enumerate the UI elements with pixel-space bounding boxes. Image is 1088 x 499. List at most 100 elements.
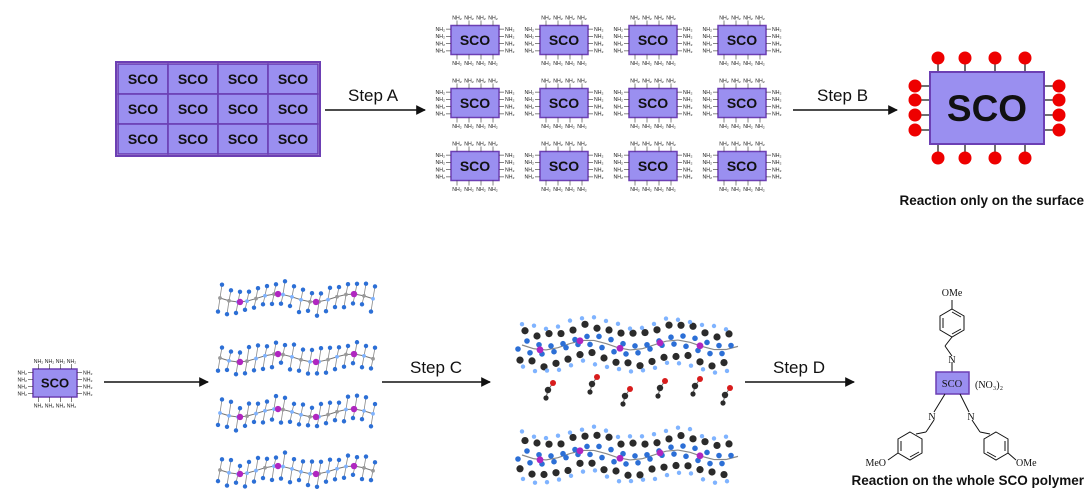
carbon-atom — [308, 359, 312, 364]
nitrogen-atom — [354, 340, 360, 345]
amine-label: NH₂ — [613, 34, 623, 40]
step-a-label: Step A — [348, 86, 399, 105]
nitrogen-atom — [704, 339, 710, 346]
nitrogen-atom — [724, 368, 730, 374]
nitrogen-atom — [699, 433, 705, 439]
iron-atom — [616, 344, 624, 352]
amine-label: NH₂ — [435, 27, 445, 33]
iron-atom — [350, 350, 358, 358]
amine-label: NH₂ — [613, 160, 623, 166]
nitrogen-atom — [368, 477, 374, 483]
carbon-atom — [708, 362, 716, 370]
solvent-molecule — [655, 378, 668, 399]
surface-red-dot — [1052, 79, 1066, 93]
carbon-atom — [648, 357, 656, 366]
carbon-atom — [263, 353, 267, 358]
amine-label: NH₂ — [743, 16, 753, 22]
surface-red-dot — [908, 93, 922, 107]
nitrogen-atom — [372, 284, 378, 289]
carbon-atom — [371, 296, 375, 301]
amine-label: NH₂ — [565, 142, 575, 148]
nitrogen-atom — [668, 444, 674, 451]
nitrogen-atom — [314, 313, 320, 318]
chain-bond — [665, 449, 679, 452]
nitrogen-atom — [350, 361, 356, 366]
amine-label: NH₂ — [630, 79, 640, 85]
carbon-atom — [362, 293, 366, 298]
carbon-atom — [677, 431, 685, 440]
polymer-chain — [215, 393, 378, 433]
carbon-atom — [540, 470, 548, 479]
amine-label: NH₂ — [755, 16, 765, 22]
carbon-atom — [636, 362, 644, 370]
amine-label: NH₂ — [594, 27, 604, 33]
product-top-imine-n: N — [948, 355, 955, 366]
nitrogen-atom — [628, 478, 634, 484]
carbon-atom — [254, 411, 258, 416]
surface-red-dot — [908, 108, 922, 122]
amine-label: NH₂ — [488, 79, 498, 85]
iron-atom — [656, 449, 664, 457]
amine-label: NH₂ — [476, 124, 486, 130]
nitrogen-atom — [532, 368, 538, 374]
amine-label: NH₂ — [755, 124, 765, 130]
bulk-sco-cell-label: SCO — [128, 131, 158, 147]
amine-label: NH₂ — [731, 16, 741, 22]
bulk-sco-cell — [217, 123, 269, 155]
amine-label: NH₂ — [524, 153, 534, 159]
particle-label: SCO — [460, 32, 490, 48]
particle-label: SCO — [638, 32, 668, 48]
amine-label: NH₂ — [505, 49, 515, 55]
carbon-atom — [629, 329, 637, 337]
nitrogen-atom — [237, 289, 243, 294]
nitrogen-atom — [728, 452, 734, 459]
iron-atom — [616, 454, 624, 462]
bulk-sco-block: SCO SCO SCO SCO SCO SCO SCO SCO SCO SCO SCO SCO — [115, 61, 321, 157]
nitrogen-atom — [323, 309, 329, 314]
carbon-atom — [653, 439, 661, 447]
nitrogen-atom — [314, 371, 320, 376]
carbon-atom — [593, 431, 601, 439]
nitrogen-atom — [264, 456, 270, 461]
nitrogen-atom — [620, 340, 626, 347]
carbon-atom — [725, 330, 733, 338]
chain-bond — [219, 399, 223, 414]
nitrogen-atom — [251, 419, 257, 425]
amine-label: NH₂ — [594, 175, 604, 181]
carbon-atom — [701, 438, 709, 446]
nitrogen-atom — [707, 460, 713, 467]
amine-label: NH₂ — [17, 370, 27, 376]
nitrogen-atom — [255, 343, 261, 348]
nitrogen-atom — [723, 434, 729, 439]
amine-label: NH₂ — [435, 34, 445, 40]
nitrogen-atom — [242, 423, 248, 429]
particle-label: SCO — [549, 95, 579, 111]
amine-label: NH₂ — [594, 90, 604, 96]
carbon-atom — [218, 411, 222, 415]
nitrogen-atom — [354, 393, 360, 398]
nitrogen-atom — [224, 367, 230, 373]
nitrogen-atom — [327, 345, 333, 351]
nitrogen-atom — [305, 423, 311, 428]
nitrogen-atom — [647, 346, 653, 352]
amine-label: NH₂ — [654, 124, 664, 130]
surface-red-dot — [931, 51, 945, 65]
carbon-atom — [655, 393, 661, 399]
nitrogen-atom — [719, 350, 725, 357]
nitrogen-atom — [336, 457, 342, 463]
carbon-atom — [677, 321, 685, 329]
carbon-atom — [641, 328, 649, 337]
amine-label: NH₂ — [683, 34, 693, 40]
particle-label: SCO — [549, 32, 579, 48]
amine-label: NH₂ — [452, 142, 462, 148]
product-sco-core-label: SCO — [942, 379, 963, 390]
particle-label: SCO — [549, 158, 579, 174]
particle-label: SCO — [638, 158, 668, 174]
iron-atom — [274, 462, 282, 470]
carbon-atom — [371, 411, 375, 416]
carbon-atom — [656, 384, 664, 392]
chain-bond — [545, 457, 559, 461]
carbon-atom — [281, 352, 285, 357]
carbon-atom — [227, 413, 231, 418]
particle-label: SCO — [41, 376, 69, 391]
